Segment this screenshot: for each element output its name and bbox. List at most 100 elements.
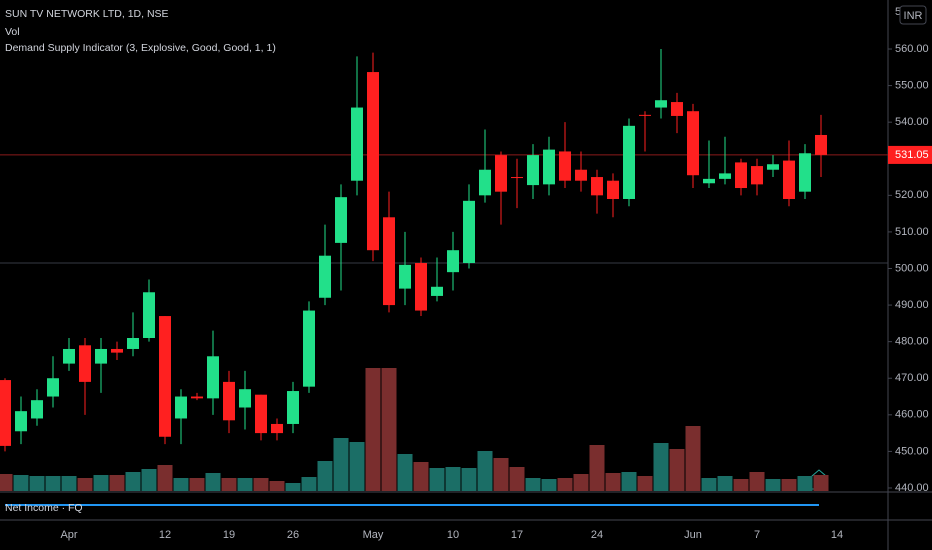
- candle-body: [319, 255, 331, 298]
- volume-bar: [189, 478, 205, 491]
- candle-body: [95, 348, 107, 364]
- volume-bar: [109, 475, 125, 491]
- y-tick-label: 470.00: [895, 372, 929, 384]
- candle-body: [255, 394, 267, 434]
- candle-body: [303, 310, 315, 387]
- volume-bar: [477, 451, 493, 491]
- y-tick-label: 460.00: [895, 409, 929, 421]
- volume-bar: [317, 461, 333, 491]
- candle-body: [207, 356, 219, 399]
- candle-body: [543, 149, 555, 185]
- volume-bar: [605, 473, 621, 491]
- volume-bar: [285, 483, 301, 491]
- volume-bar: [269, 481, 285, 491]
- volume-bar: [29, 476, 45, 491]
- y-tick-label: 540.00: [895, 116, 929, 128]
- volume-bar: [765, 479, 781, 491]
- volume-bar: [0, 474, 13, 491]
- candle-body: [479, 169, 491, 196]
- y-tick-label: 440.00: [895, 482, 929, 494]
- volume-bar: [365, 368, 381, 491]
- candle-body: [15, 411, 27, 432]
- y-tick-label: 560.00: [895, 43, 929, 55]
- candle-body: [223, 381, 235, 421]
- volume-bar: [205, 473, 221, 491]
- legend-vol: Vol: [5, 26, 20, 38]
- currency-box[interactable]: [899, 5, 927, 25]
- volume-bar: [173, 478, 189, 491]
- volume-bar: [701, 478, 717, 491]
- volume-bar: [461, 468, 477, 491]
- candle-body: [575, 169, 587, 181]
- candle-body: [0, 380, 11, 446]
- candle-body: [47, 378, 59, 397]
- volume-bar: [93, 475, 109, 491]
- volume-bar: [61, 476, 77, 491]
- volume-bar: [301, 477, 317, 491]
- volume-bar: [685, 426, 701, 491]
- volume-bar: [381, 368, 397, 491]
- candle-body: [399, 264, 411, 289]
- candle-body: [447, 250, 459, 273]
- pane-label: Net Income · FQ: [5, 502, 83, 514]
- candle-body: [735, 162, 747, 189]
- volume-bar: [525, 478, 541, 491]
- volume-bar: [349, 442, 365, 491]
- candle-body: [799, 153, 811, 192]
- volume-bar: [125, 472, 141, 491]
- x-tick-label: 10: [447, 529, 459, 541]
- x-tick-label: 24: [591, 529, 603, 541]
- y-tick-label: 450.00: [895, 445, 929, 457]
- y-tick-label: 480.00: [895, 336, 929, 348]
- price-label: 531.05: [895, 149, 929, 161]
- candle-body: [767, 164, 779, 170]
- volume-bar: [797, 476, 813, 491]
- volume-bar: [413, 462, 429, 491]
- x-tick-label: 14: [831, 529, 843, 541]
- candle-body: [351, 107, 363, 181]
- candle-body: [175, 396, 187, 419]
- volume-bar: [749, 472, 765, 491]
- currency: INR: [904, 10, 923, 22]
- x-tick-label: 7: [754, 529, 760, 541]
- candle-body: [271, 423, 283, 434]
- volume-bar: [333, 438, 349, 491]
- volume-bar: [445, 467, 461, 491]
- candle-body: [463, 200, 475, 264]
- x-tick-label: Apr: [60, 529, 77, 541]
- volume-bar: [237, 478, 253, 491]
- volume-bar: [573, 474, 589, 491]
- candle-body: [239, 389, 251, 408]
- volume-bar: [253, 478, 269, 491]
- x-tick-label: 26: [287, 529, 299, 541]
- candle-body: [415, 263, 427, 311]
- candle-body: [495, 155, 507, 192]
- volume-bar: [781, 479, 797, 491]
- candle-body: [655, 100, 667, 108]
- volume-bar: [669, 449, 685, 491]
- volume-bar: [45, 476, 61, 491]
- x-tick-label: Jun: [684, 529, 702, 541]
- volume-bar: [557, 478, 573, 491]
- candle-body: [335, 197, 347, 243]
- volume-bar: [589, 445, 605, 491]
- candle-body: [559, 151, 571, 181]
- candle-body: [639, 114, 651, 116]
- volume-bar: [157, 465, 173, 491]
- price-label-bg: [888, 145, 932, 164]
- volume-bar: [397, 454, 413, 491]
- volume-bar: [493, 458, 509, 491]
- volume-bar: [621, 472, 637, 491]
- volume-bar: [77, 478, 93, 491]
- volume-bar: [733, 479, 749, 491]
- candle-body: [143, 292, 155, 338]
- candle-body: [703, 178, 715, 184]
- candle-body: [607, 180, 619, 199]
- candle-body: [751, 166, 763, 185]
- candle-body: [287, 391, 299, 424]
- x-tick-label: May: [363, 529, 384, 541]
- candle-body: [31, 400, 43, 419]
- candle-body: [127, 337, 139, 349]
- candle-body: [79, 345, 91, 382]
